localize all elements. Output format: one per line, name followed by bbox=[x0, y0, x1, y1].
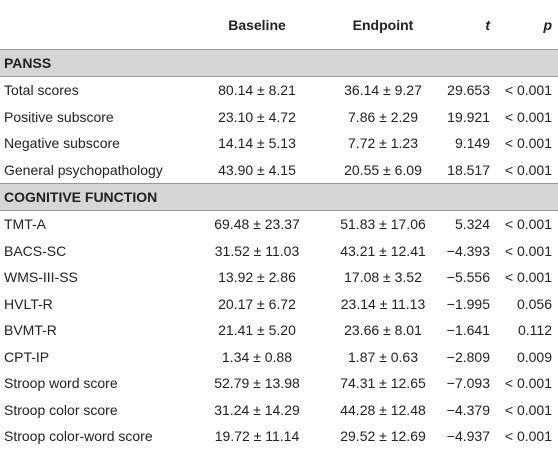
section-row: PANSS bbox=[0, 49, 558, 77]
cell: 23.14 ± 11.13 bbox=[340, 295, 426, 312]
cell: 13.92 ± 2.86 bbox=[218, 269, 296, 286]
cell: 23.66 ± 8.01 bbox=[344, 322, 422, 339]
cell: 0.056 bbox=[516, 295, 552, 312]
data-row: BVMT-R 21.41 ± 5.20 23.66 ± 8.01 −1.641 0.11… bbox=[0, 317, 558, 344]
data-row: CPT-IP 1.34 ± 0.88 1.87 ± 0.63 −2.809 0.009 bbox=[0, 344, 558, 371]
cell: −5.556 bbox=[446, 269, 490, 286]
cell: < 0.001 bbox=[504, 269, 552, 286]
cell: 69.48 ± 23.37 bbox=[214, 216, 300, 233]
row-label: TMT-A bbox=[4, 216, 46, 233]
cell: < 0.001 bbox=[504, 242, 552, 259]
cell: −4.379 bbox=[446, 401, 490, 418]
cell: 7.72 ± 1.23 bbox=[348, 135, 418, 152]
cell: < 0.001 bbox=[504, 216, 552, 233]
cell: 74.31 ± 12.65 bbox=[340, 375, 426, 392]
cell: 31.52 ± 11.03 bbox=[214, 242, 300, 259]
cell: 29.52 ± 12.69 bbox=[340, 428, 426, 445]
data-row: HVLT-R 20.17 ± 6.72 23.14 ± 11.13 −1.995 0.0… bbox=[0, 291, 558, 318]
data-row: Stroop color score 31.24 ± 14.29 44.28 ± 1… bbox=[0, 397, 558, 424]
column-header: t bbox=[444, 0, 496, 50]
row-label: General psychopathology bbox=[4, 161, 163, 178]
cell: < 0.001 bbox=[504, 428, 552, 445]
row-label: HVLT-R bbox=[4, 295, 53, 312]
cell: −7.093 bbox=[446, 375, 490, 392]
row-label: BVMT-R bbox=[4, 322, 57, 339]
column-header: Endpoint bbox=[322, 0, 444, 50]
cell: 36.14 ± 9.27 bbox=[344, 82, 422, 99]
row-label: WMS-III-SS bbox=[4, 269, 78, 286]
cell: < 0.001 bbox=[504, 135, 552, 152]
row-label: Stroop color score bbox=[4, 401, 118, 418]
data-row: Stroop word score 52.79 ± 13.98 74.31 ± 12… bbox=[0, 370, 558, 397]
data-row: General psychopathology 43.90 ± 4.15 20.55… bbox=[0, 157, 558, 184]
table-body: PANSS Total scores 80.14 ± 8.21 36.14 ± 9.2… bbox=[0, 49, 558, 449]
column-header: p bbox=[496, 0, 558, 50]
cell: 31.24 ± 14.29 bbox=[214, 401, 300, 418]
column-header: Baseline bbox=[192, 0, 322, 50]
cell: 20.55 ± 6.09 bbox=[344, 161, 422, 178]
cell: 7.86 ± 2.29 bbox=[348, 108, 418, 125]
row-label: BACS-SC bbox=[4, 242, 67, 259]
header-row: Baseline Endpoint t p bbox=[0, 0, 558, 50]
data-row: WMS-III-SS 13.92 ± 2.86 17.08 ± 3.52 −5.556… bbox=[0, 264, 558, 291]
column-header bbox=[0, 0, 192, 50]
cell: 51.83 ± 17.06 bbox=[340, 216, 426, 233]
row-label: Stroop color-word score bbox=[4, 428, 153, 445]
cell: −1.995 bbox=[446, 295, 490, 312]
cell: 52.79 ± 13.98 bbox=[214, 375, 300, 392]
row-label: Positive subscore bbox=[4, 108, 114, 125]
cell: 44.28 ± 12.48 bbox=[340, 401, 426, 418]
cell: 19.921 bbox=[447, 108, 490, 125]
cell: 80.14 ± 8.21 bbox=[218, 82, 296, 99]
section-title: COGNITIVE FUNCTION bbox=[0, 183, 558, 211]
cell: 1.87 ± 0.63 bbox=[348, 348, 418, 365]
cell: 21.41 ± 5.20 bbox=[218, 322, 296, 339]
data-row: Stroop color-word score 19.72 ± 11.14 29.5… bbox=[0, 423, 558, 449]
data-row: TMT-A 69.48 ± 23.37 51.83 ± 17.06 5.324 < 0.… bbox=[0, 211, 558, 238]
cell: −4.937 bbox=[446, 428, 490, 445]
cell: 43.21 ± 12.41 bbox=[340, 242, 426, 259]
row-label: Negative subscore bbox=[4, 135, 120, 152]
cell: < 0.001 bbox=[504, 375, 552, 392]
data-row: Negative subscore 14.14 ± 5.13 7.72 ± 1.23… bbox=[0, 130, 558, 157]
section-title: PANSS bbox=[0, 49, 558, 77]
cell: −1.641 bbox=[446, 322, 490, 339]
cell: 9.149 bbox=[454, 135, 490, 152]
cell: < 0.001 bbox=[504, 108, 552, 125]
row-label: Stroop word score bbox=[4, 375, 118, 392]
cell: 5.324 bbox=[454, 216, 490, 233]
row-label: CPT-IP bbox=[4, 348, 50, 365]
cell: 20.17 ± 6.72 bbox=[218, 295, 296, 312]
cell: 18.517 bbox=[447, 161, 490, 178]
cell: 29.653 bbox=[447, 82, 490, 99]
data-row: BACS-SC 31.52 ± 11.03 43.21 ± 12.41 −4.393 <… bbox=[0, 238, 558, 265]
cell: < 0.001 bbox=[504, 82, 552, 99]
cell: 19.72 ± 11.14 bbox=[214, 428, 300, 445]
cell: 0.112 bbox=[518, 322, 552, 339]
cell: −2.809 bbox=[446, 348, 490, 365]
cell: < 0.001 bbox=[504, 161, 552, 178]
data-row: Positive subscore 23.10 ± 4.72 7.86 ± 2.29… bbox=[0, 104, 558, 131]
cell: 1.34 ± 0.88 bbox=[222, 348, 292, 365]
cell: 17.08 ± 3.52 bbox=[344, 269, 422, 286]
cell: 14.14 ± 5.13 bbox=[218, 135, 296, 152]
cell: 43.90 ± 4.15 bbox=[218, 161, 296, 178]
cell: 0.009 bbox=[516, 348, 552, 365]
cell: 23.10 ± 4.72 bbox=[218, 108, 296, 125]
cell: −4.393 bbox=[446, 242, 490, 259]
data-row: Total scores 80.14 ± 8.21 36.14 ± 9.27 29.6… bbox=[0, 77, 558, 104]
section-row: COGNITIVE FUNCTION bbox=[0, 183, 558, 211]
row-label: Total scores bbox=[4, 82, 79, 99]
cell: < 0.001 bbox=[504, 401, 552, 418]
